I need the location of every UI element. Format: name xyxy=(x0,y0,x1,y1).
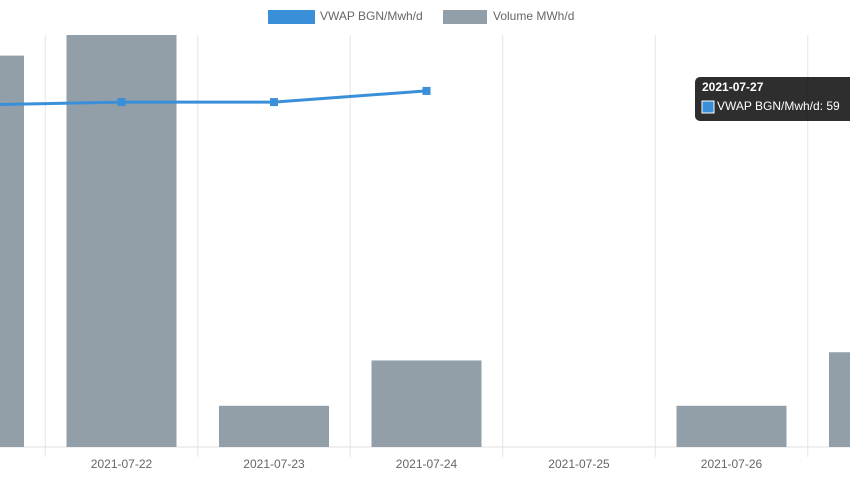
bar xyxy=(676,405,787,447)
line xyxy=(0,89,427,106)
tooltip-label: VWAP BGN/Mwh/d: 59 xyxy=(717,99,840,113)
x-tick-label: 2021-07-26 xyxy=(701,457,763,471)
tooltip-swatch xyxy=(701,100,715,114)
x-tick-label: 2021-07-23 xyxy=(243,457,305,471)
legend-swatch xyxy=(443,10,487,24)
bar xyxy=(0,55,24,447)
bar xyxy=(829,352,850,447)
bar xyxy=(371,360,482,447)
line-marker xyxy=(422,86,431,95)
bar xyxy=(66,35,177,447)
line-marker xyxy=(270,98,278,107)
line-marker xyxy=(117,98,126,107)
x-tick-label: 2021-07-24 xyxy=(396,457,458,471)
legend-label: VWAP BGN/Mwh/d xyxy=(320,9,423,23)
tooltip xyxy=(695,77,850,121)
bar xyxy=(219,405,329,447)
x-tick-label: 2021-07-22 xyxy=(91,457,153,471)
legend-label: Volume MWh/d xyxy=(493,9,574,23)
legend-swatch xyxy=(268,10,315,24)
tooltip-title: 2021-07-27 xyxy=(702,80,764,94)
x-tick-label: 2021-07-25 xyxy=(548,457,610,471)
